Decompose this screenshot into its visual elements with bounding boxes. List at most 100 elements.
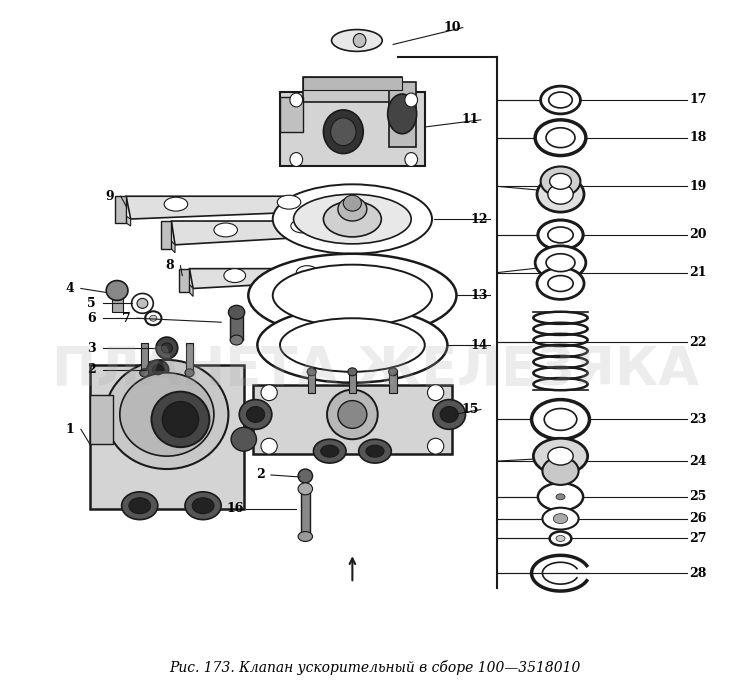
Ellipse shape	[358, 439, 392, 463]
Ellipse shape	[541, 167, 580, 197]
Bar	[230, 312, 243, 340]
Text: 4: 4	[66, 282, 74, 295]
Ellipse shape	[278, 195, 301, 209]
Ellipse shape	[556, 535, 565, 542]
Ellipse shape	[344, 195, 362, 211]
Ellipse shape	[129, 498, 151, 514]
Ellipse shape	[273, 184, 432, 254]
Bar	[308, 373, 315, 392]
Ellipse shape	[537, 268, 584, 300]
Ellipse shape	[261, 438, 278, 454]
Ellipse shape	[546, 128, 575, 148]
Ellipse shape	[293, 194, 411, 244]
Text: 8: 8	[165, 259, 174, 272]
Text: 13: 13	[470, 289, 488, 302]
Text: 28: 28	[689, 567, 706, 580]
Ellipse shape	[296, 266, 318, 279]
Ellipse shape	[247, 406, 265, 422]
Ellipse shape	[327, 390, 378, 439]
Ellipse shape	[308, 368, 316, 376]
Text: 12: 12	[470, 213, 488, 226]
Ellipse shape	[542, 507, 578, 530]
Ellipse shape	[321, 445, 339, 457]
Ellipse shape	[323, 110, 363, 153]
Ellipse shape	[538, 220, 584, 250]
Bar	[349, 373, 356, 392]
Polygon shape	[178, 268, 190, 293]
Ellipse shape	[229, 305, 244, 319]
Text: 20: 20	[689, 229, 706, 241]
Ellipse shape	[548, 275, 573, 291]
Ellipse shape	[541, 86, 580, 114]
Ellipse shape	[338, 401, 367, 429]
Ellipse shape	[537, 176, 584, 212]
Ellipse shape	[231, 427, 256, 451]
Ellipse shape	[248, 254, 457, 337]
Ellipse shape	[548, 184, 573, 204]
Ellipse shape	[290, 93, 302, 107]
Ellipse shape	[152, 365, 164, 375]
Ellipse shape	[544, 408, 577, 430]
Text: 1: 1	[66, 423, 74, 436]
Ellipse shape	[331, 118, 356, 146]
Polygon shape	[160, 221, 172, 249]
Bar	[186, 343, 193, 373]
Ellipse shape	[554, 514, 568, 523]
Text: 9: 9	[106, 190, 114, 203]
Text: 17: 17	[689, 93, 706, 107]
Ellipse shape	[546, 254, 575, 272]
Ellipse shape	[388, 94, 417, 134]
Text: 2: 2	[256, 468, 265, 482]
Polygon shape	[90, 395, 112, 444]
Ellipse shape	[536, 246, 586, 279]
Ellipse shape	[150, 315, 157, 321]
Ellipse shape	[105, 360, 229, 469]
Polygon shape	[190, 284, 193, 296]
Text: 7: 7	[122, 312, 130, 325]
Ellipse shape	[162, 401, 199, 437]
Text: 14: 14	[470, 339, 488, 351]
Ellipse shape	[427, 385, 444, 401]
Text: 27: 27	[689, 532, 706, 545]
Ellipse shape	[548, 447, 573, 465]
Ellipse shape	[550, 532, 572, 546]
Ellipse shape	[348, 368, 357, 376]
Ellipse shape	[405, 153, 418, 167]
Text: 2: 2	[88, 363, 96, 376]
Ellipse shape	[366, 445, 384, 457]
Ellipse shape	[120, 373, 214, 456]
Ellipse shape	[298, 483, 313, 495]
Ellipse shape	[298, 469, 313, 483]
Ellipse shape	[388, 368, 398, 376]
Polygon shape	[280, 97, 302, 132]
Ellipse shape	[185, 492, 221, 520]
Polygon shape	[253, 385, 452, 454]
Ellipse shape	[273, 265, 432, 326]
Text: 15: 15	[461, 403, 478, 416]
Text: 24: 24	[689, 454, 706, 468]
Polygon shape	[302, 77, 402, 90]
Polygon shape	[280, 92, 424, 167]
Ellipse shape	[538, 483, 584, 511]
Polygon shape	[126, 216, 130, 226]
Ellipse shape	[214, 223, 238, 237]
Text: Рис. 173. Клапан ускорительный в сборе 100—3518010: Рис. 173. Клапан ускорительный в сборе 1…	[170, 660, 580, 675]
Ellipse shape	[298, 532, 313, 542]
Ellipse shape	[106, 281, 128, 300]
Ellipse shape	[323, 201, 381, 237]
Bar	[112, 291, 122, 312]
Polygon shape	[302, 77, 402, 102]
Polygon shape	[116, 197, 126, 223]
Text: 3: 3	[88, 342, 96, 355]
Bar	[301, 489, 310, 537]
Polygon shape	[388, 82, 416, 146]
Ellipse shape	[290, 153, 302, 167]
Text: 19: 19	[689, 180, 706, 193]
Ellipse shape	[405, 93, 418, 107]
Text: 16: 16	[226, 503, 244, 515]
Ellipse shape	[280, 319, 424, 372]
Ellipse shape	[192, 498, 214, 514]
Text: 6: 6	[88, 312, 96, 325]
Ellipse shape	[536, 120, 586, 155]
Ellipse shape	[224, 268, 245, 282]
